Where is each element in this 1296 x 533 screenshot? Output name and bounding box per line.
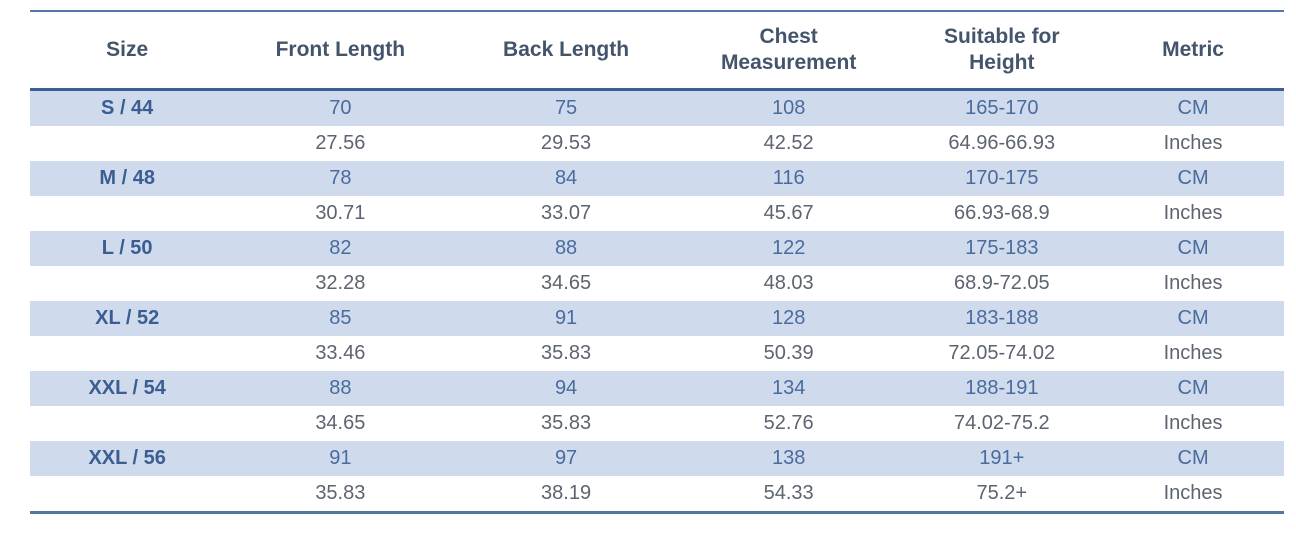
cell-height: 75.2+ bbox=[901, 476, 1103, 513]
cell-front-length: 82 bbox=[224, 231, 457, 266]
column-header-back-length: Back Length bbox=[456, 11, 676, 91]
cell-size bbox=[30, 126, 225, 161]
table-row: M / 48 78 84 116 170-175 CM bbox=[30, 161, 1284, 196]
table-row: 32.28 34.65 48.03 68.9-72.05 Inches bbox=[30, 266, 1284, 301]
cell-front-length: 33.46 bbox=[224, 336, 457, 371]
table-row: XL / 52 85 91 128 183-188 CM bbox=[30, 301, 1284, 336]
cell-front-length: 85 bbox=[224, 301, 457, 336]
cell-size: XL / 52 bbox=[30, 301, 225, 336]
cell-back-length: 29.53 bbox=[456, 126, 676, 161]
cell-height: 191+ bbox=[901, 441, 1103, 476]
table-row: 33.46 35.83 50.39 72.05-74.02 Inches bbox=[30, 336, 1284, 371]
cell-back-length: 38.19 bbox=[456, 476, 676, 513]
cell-back-length: 91 bbox=[456, 301, 676, 336]
size-chart-container: Size Front Length Back Length Chest Meas… bbox=[30, 10, 1284, 514]
cell-size: L / 50 bbox=[30, 231, 225, 266]
table-row: 34.65 35.83 52.76 74.02-75.2 Inches bbox=[30, 406, 1284, 441]
cell-chest: 138 bbox=[675, 441, 902, 476]
cell-back-length: 75 bbox=[456, 89, 676, 126]
cell-front-length: 88 bbox=[224, 371, 457, 406]
cell-chest: 48.03 bbox=[675, 266, 902, 301]
cell-chest: 50.39 bbox=[675, 336, 902, 371]
cell-size bbox=[30, 266, 225, 301]
cell-size: XXL / 54 bbox=[30, 371, 225, 406]
cell-front-length: 78 bbox=[224, 161, 457, 196]
cell-chest: 134 bbox=[675, 371, 902, 406]
cell-metric: CM bbox=[1102, 301, 1284, 336]
cell-front-length: 30.71 bbox=[224, 196, 457, 231]
table-row: L / 50 82 88 122 175-183 CM bbox=[30, 231, 1284, 266]
size-table-body: S / 44 70 75 108 165-170 CM 27.56 29.53 … bbox=[30, 89, 1284, 513]
cell-chest: 128 bbox=[675, 301, 902, 336]
cell-back-length: 35.83 bbox=[456, 336, 676, 371]
cell-metric: Inches bbox=[1102, 406, 1284, 441]
cell-height: 64.96-66.93 bbox=[901, 126, 1103, 161]
cell-height: 72.05-74.02 bbox=[901, 336, 1103, 371]
cell-back-length: 33.07 bbox=[456, 196, 676, 231]
table-row: XXL / 56 91 97 138 191+ CM bbox=[30, 441, 1284, 476]
table-header: Size Front Length Back Length Chest Meas… bbox=[30, 11, 1284, 91]
table-row: S / 44 70 75 108 165-170 CM bbox=[30, 89, 1284, 126]
cell-height: 74.02-75.2 bbox=[901, 406, 1103, 441]
table-row: 30.71 33.07 45.67 66.93-68.9 Inches bbox=[30, 196, 1284, 231]
cell-metric: CM bbox=[1102, 441, 1284, 476]
cell-metric: Inches bbox=[1102, 476, 1284, 513]
cell-metric: Inches bbox=[1102, 336, 1284, 371]
cell-chest: 52.76 bbox=[675, 406, 902, 441]
cell-front-length: 32.28 bbox=[224, 266, 457, 301]
cell-metric: Inches bbox=[1102, 196, 1284, 231]
cell-height: 188-191 bbox=[901, 371, 1103, 406]
cell-back-length: 84 bbox=[456, 161, 676, 196]
cell-metric: CM bbox=[1102, 161, 1284, 196]
cell-chest: 45.67 bbox=[675, 196, 902, 231]
cell-front-length: 91 bbox=[224, 441, 457, 476]
cell-back-length: 35.83 bbox=[456, 406, 676, 441]
cell-height: 175-183 bbox=[901, 231, 1103, 266]
cell-size: M / 48 bbox=[30, 161, 225, 196]
column-header-metric: Metric bbox=[1102, 11, 1284, 91]
cell-size bbox=[30, 406, 225, 441]
cell-size bbox=[30, 476, 225, 513]
cell-back-length: 88 bbox=[456, 231, 676, 266]
cell-front-length: 35.83 bbox=[224, 476, 457, 513]
cell-back-length: 94 bbox=[456, 371, 676, 406]
cell-back-length: 34.65 bbox=[456, 266, 676, 301]
cell-chest: 122 bbox=[675, 231, 902, 266]
table-row: XXL / 54 88 94 134 188-191 CM bbox=[30, 371, 1284, 406]
cell-front-length: 27.56 bbox=[224, 126, 457, 161]
size-chart-table: Size Front Length Back Length Chest Meas… bbox=[30, 10, 1284, 514]
cell-size bbox=[30, 336, 225, 371]
cell-metric: CM bbox=[1102, 89, 1284, 126]
cell-front-length: 34.65 bbox=[224, 406, 457, 441]
cell-height: 183-188 bbox=[901, 301, 1103, 336]
table-row: 35.83 38.19 54.33 75.2+ Inches bbox=[30, 476, 1284, 513]
cell-height: 165-170 bbox=[901, 89, 1103, 126]
cell-height: 66.93-68.9 bbox=[901, 196, 1103, 231]
cell-chest: 116 bbox=[675, 161, 902, 196]
column-header-size: Size bbox=[30, 11, 225, 91]
header-row: Size Front Length Back Length Chest Meas… bbox=[30, 11, 1284, 91]
cell-metric: CM bbox=[1102, 371, 1284, 406]
cell-metric: Inches bbox=[1102, 126, 1284, 161]
cell-height: 170-175 bbox=[901, 161, 1103, 196]
table-row: 27.56 29.53 42.52 64.96-66.93 Inches bbox=[30, 126, 1284, 161]
cell-size: XXL / 56 bbox=[30, 441, 225, 476]
cell-chest: 108 bbox=[675, 89, 902, 126]
cell-back-length: 97 bbox=[456, 441, 676, 476]
column-header-chest: Chest Measurement bbox=[675, 11, 902, 91]
column-header-front-length: Front Length bbox=[224, 11, 457, 91]
cell-metric: CM bbox=[1102, 231, 1284, 266]
cell-front-length: 70 bbox=[224, 89, 457, 126]
cell-height: 68.9-72.05 bbox=[901, 266, 1103, 301]
cell-chest: 42.52 bbox=[675, 126, 902, 161]
cell-size: S / 44 bbox=[30, 89, 225, 126]
column-header-height: Suitable for Height bbox=[901, 11, 1103, 91]
cell-chest: 54.33 bbox=[675, 476, 902, 513]
cell-size bbox=[30, 196, 225, 231]
cell-metric: Inches bbox=[1102, 266, 1284, 301]
